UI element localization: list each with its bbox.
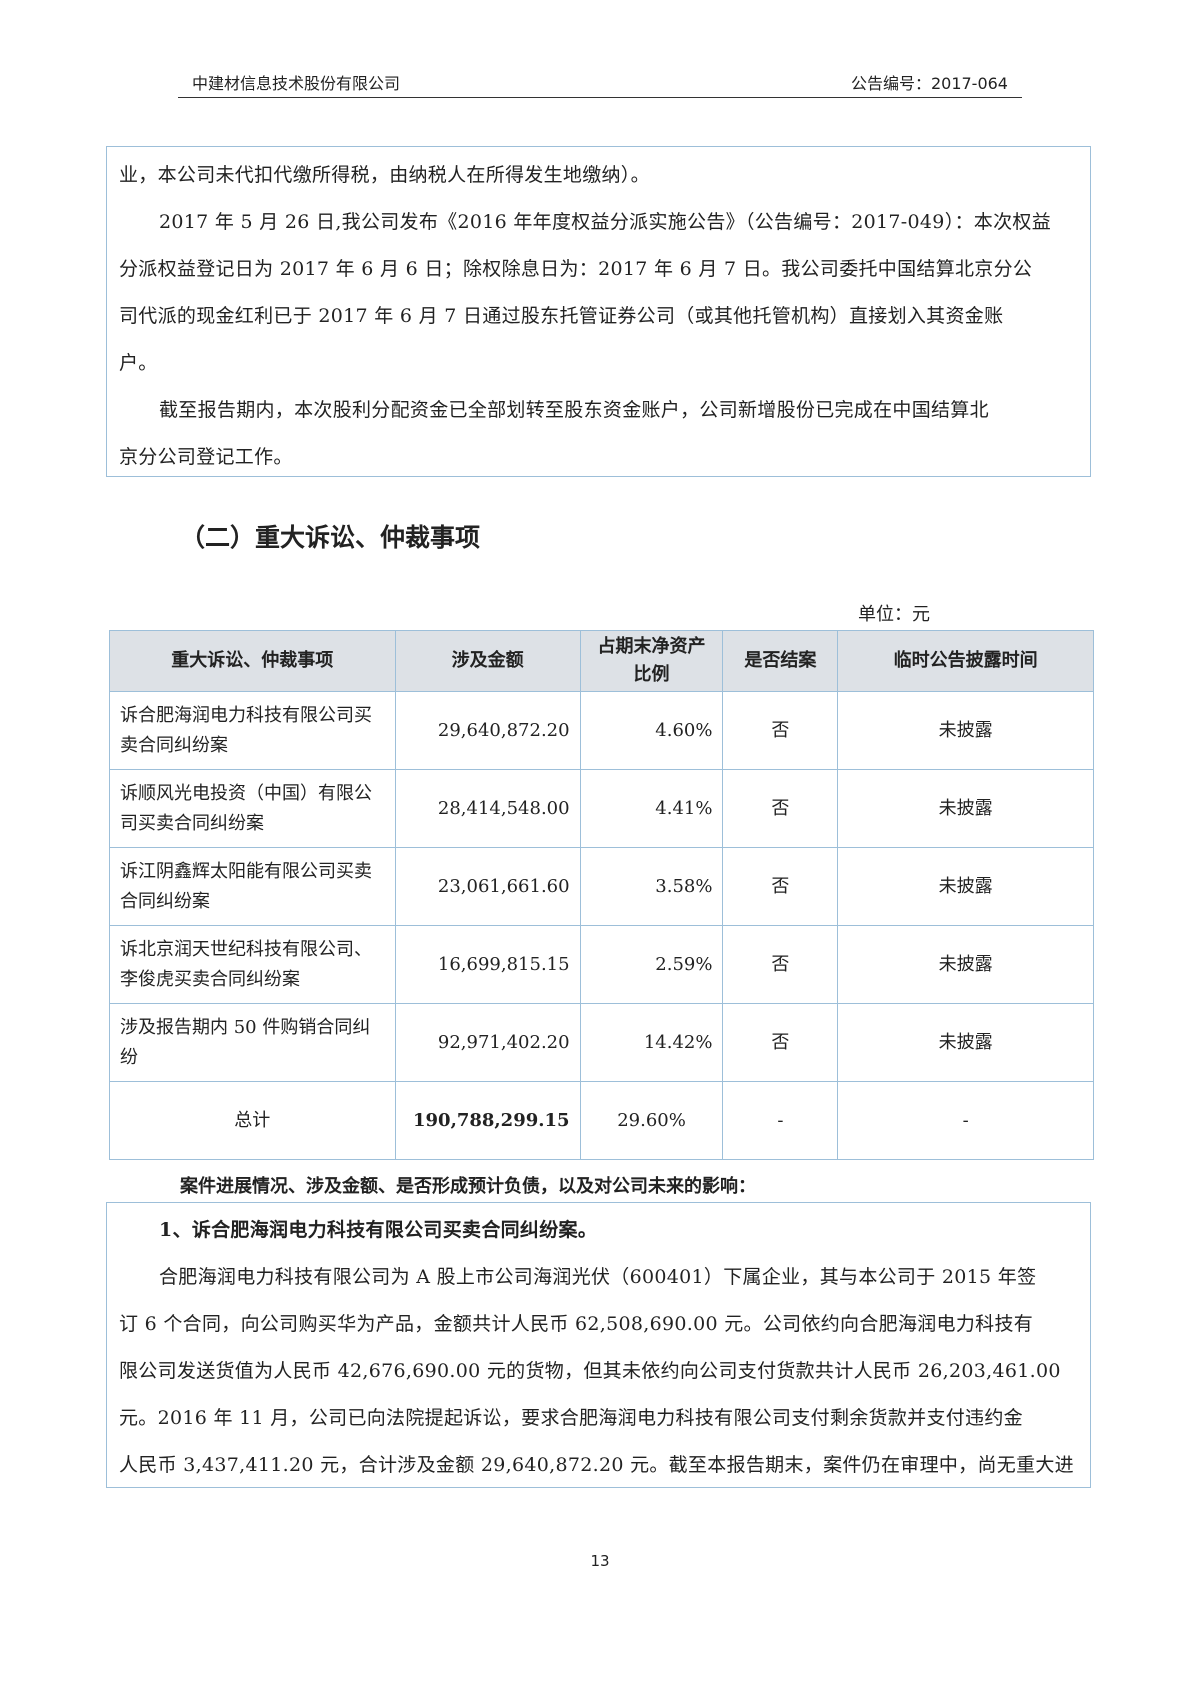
cell-amount: 29,640,872.20 [394, 691, 581, 770]
litigation-table: 重大诉讼、仲裁事项 涉及金额 占期末净资产比例 是否结案 临时公告披露时间 诉合… [109, 630, 1094, 1160]
cell-disclosure: 未披露 [837, 925, 1094, 1004]
header-closed: 是否结案 [722, 630, 839, 692]
cell-ratio: 4.41% [579, 769, 724, 848]
cell-ratio: 14.42% [579, 1003, 724, 1082]
cell-closed: 否 [722, 769, 839, 848]
page-header: 中建材信息技术股份有限公司 公告编号：2017-064 [178, 70, 1022, 98]
cell-closed: 否 [722, 925, 839, 1004]
cell-disclosure: 未披露 [837, 691, 1094, 770]
unit-label: 单位：元 [858, 604, 930, 625]
text-line: 元。2016 年 11 月，公司已向法院提起诉讼，要求合肥海润电力科技有限公司支… [119, 1407, 1023, 1429]
company-name: 中建材信息技术股份有限公司 [192, 74, 401, 93]
cell-item: 诉顺风光电投资（中国）有限公司买卖合同纠纷案 [109, 769, 396, 848]
text-line: 人民币 3,437,411.20 元，合计涉及金额 29,640,872.20 … [119, 1454, 1074, 1476]
section-title: （二）重大诉讼、仲裁事项 [180, 523, 481, 552]
text-line: 户。 [119, 352, 158, 374]
table-row: 诉江阴鑫辉太阳能有限公司买卖合同纠纷案 23,061,661.60 3.58% 否未披… [109, 847, 1094, 926]
cell-ratio: 4.60% [579, 691, 724, 770]
header-amount: 涉及金额 [394, 630, 581, 692]
total-label: 总计 [109, 1081, 396, 1160]
case-detail-box: 1、诉合肥海润电力科技有限公司买卖合同纠纷案。 合肥海润电力科技有限公司为 A … [106, 1202, 1091, 1488]
text-line: 业，本公司未代扣代缴所得税，由纳税人在所得发生地缴纳）。 [119, 164, 650, 186]
table-row: 诉北京润天世纪科技有限公司、李俊虎买卖合同纠纷案 16,699,815.15 2.5… [109, 925, 1094, 1004]
cell-item: 涉及报告期内 50 件购销合同纠纷 [109, 1003, 396, 1082]
table-row: 诉顺风光电投资（中国）有限公司买卖合同纠纷案 28,414,548.00 4.41%… [109, 769, 1094, 848]
cell-amount: 92,971,402.20 [394, 1003, 581, 1082]
cell-amount: 23,061,661.60 [394, 847, 581, 926]
table-row: 涉及报告期内 50 件购销合同纠纷 92,971,402.20 14.42% 否未披露 [109, 1003, 1094, 1082]
cell-disclosure: 未披露 [837, 847, 1094, 926]
notice-number: 公告编号：2017-064 [850, 74, 1008, 93]
total-closed: - [722, 1081, 839, 1160]
cell-closed: 否 [722, 847, 839, 926]
table-row: 诉合肥海润电力科技有限公司买卖合同纠纷案 29,640,872.20 4.60% 否未… [109, 691, 1094, 770]
text-line: 司代派的现金红利已于 2017 年 6 月 7 日通过股东托管证券公司（或其他托… [119, 305, 1004, 327]
table-total-row: 总计 190,788,299.15 29.60% - - [109, 1081, 1094, 1160]
cell-amount: 16,699,815.15 [394, 925, 581, 1004]
cell-amount: 28,414,548.00 [394, 769, 581, 848]
dividend-text-box: 业，本公司未代扣代缴所得税，由纳税人在所得发生地缴纳）。 2017 年 5 月 2… [106, 146, 1091, 477]
cell-ratio: 3.58% [579, 847, 724, 926]
progress-caption: 案件进展情况、涉及金额、是否形成预计负债，以及对公司未来的影响： [180, 1176, 756, 1197]
cell-closed: 否 [722, 1003, 839, 1082]
text-line: 京分公司登记工作。 [119, 446, 293, 468]
text-line: 订 6 个合同，向公司购买华为产品，金额共计人民币 62,508,690.00 … [119, 1313, 1034, 1335]
text-line: 截至报告期内，本次股利分配资金已全部划转至股东资金账户，公司新增股份已完成在中国… [159, 399, 989, 421]
page-number: 13 [590, 1552, 610, 1570]
total-amount: 190,788,299.15 [394, 1081, 581, 1160]
text-line: 限公司发送货值为人民币 42,676,690.00 元的货物，但其未依约向公司支… [119, 1360, 1061, 1382]
cell-item: 诉合肥海润电力科技有限公司买卖合同纠纷案 [109, 691, 396, 770]
text-line: 分派权益登记日为 2017 年 6 月 6 日；除权除息日为：2017 年 6 … [119, 258, 1033, 280]
header-item: 重大诉讼、仲裁事项 [109, 630, 396, 692]
case-title: 1、诉合肥海润电力科技有限公司买卖合同纠纷案。 [159, 1219, 598, 1241]
cell-item: 诉北京润天世纪科技有限公司、李俊虎买卖合同纠纷案 [109, 925, 396, 1004]
header-ratio: 占期末净资产比例 [579, 630, 724, 692]
cell-ratio: 2.59% [579, 925, 724, 1004]
text-line: 2017 年 5 月 26 日,我公司发布《2016 年年度权益分派实施公告》（… [159, 211, 1051, 233]
cell-disclosure: 未披露 [837, 769, 1094, 848]
text-line: 合肥海润电力科技有限公司为 A 股上市公司海润光伏（600401）下属企业，其与… [159, 1266, 1037, 1288]
cell-closed: 否 [722, 691, 839, 770]
cell-item: 诉江阴鑫辉太阳能有限公司买卖合同纠纷案 [109, 847, 396, 926]
total-ratio: 29.60% [579, 1081, 724, 1160]
header-disclosure: 临时公告披露时间 [837, 630, 1094, 692]
cell-disclosure: 未披露 [837, 1003, 1094, 1082]
total-disclosure: - [837, 1081, 1094, 1160]
table-header-row: 重大诉讼、仲裁事项 涉及金额 占期末净资产比例 是否结案 临时公告披露时间 [109, 630, 1094, 692]
